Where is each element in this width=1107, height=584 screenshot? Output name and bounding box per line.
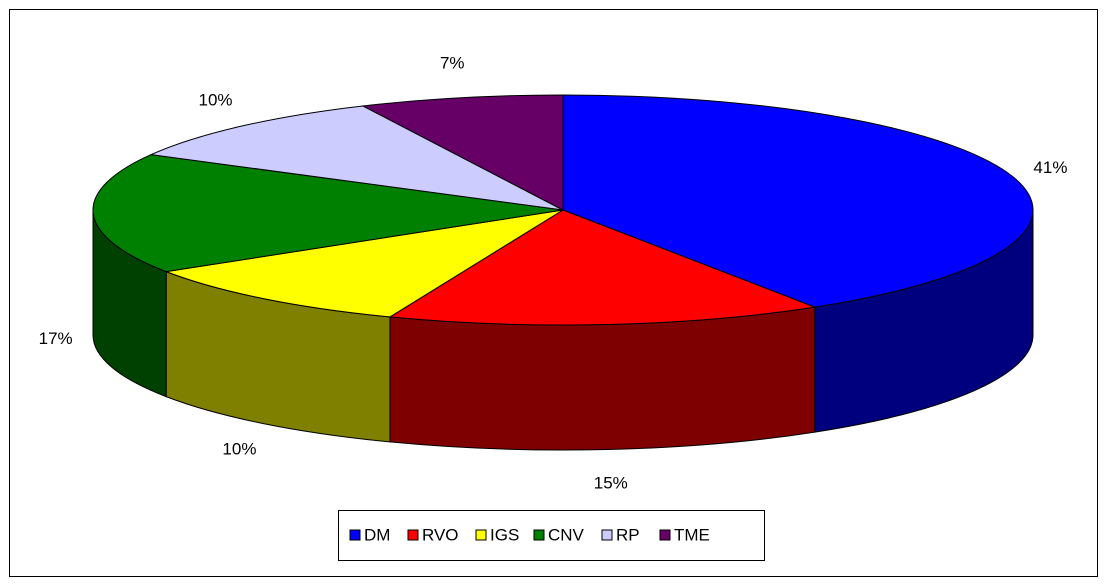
legend-swatch (475, 529, 487, 541)
pie-slice (361, 94, 564, 211)
pie-slice (149, 105, 564, 211)
legend-swatch (601, 529, 613, 541)
pie-slice (164, 209, 564, 318)
pie-slice (388, 209, 817, 326)
legend-label: TME (674, 525, 710, 544)
legend-swatch (659, 529, 671, 541)
legend-label: CNV (548, 525, 585, 544)
pie-slice (562, 94, 1034, 308)
legend-swatch (349, 529, 361, 541)
data-label: 15% (594, 473, 628, 492)
legend-label: RVO (422, 525, 459, 544)
data-label: 10% (222, 440, 256, 459)
data-label: 10% (199, 91, 233, 110)
data-label: 17% (39, 329, 73, 348)
legend-swatch (533, 529, 545, 541)
data-label: 41% (1033, 158, 1067, 177)
legend-label: IGS (490, 525, 519, 544)
legend-swatch (407, 529, 419, 541)
legend-label: RP (616, 525, 640, 544)
pie-slice (92, 154, 564, 273)
legend-label: DM (364, 525, 390, 544)
pie-tops (92, 94, 1034, 326)
pie-sides (92, 209, 1034, 451)
pie-side (389, 306, 816, 451)
data-label: 7% (440, 54, 465, 73)
